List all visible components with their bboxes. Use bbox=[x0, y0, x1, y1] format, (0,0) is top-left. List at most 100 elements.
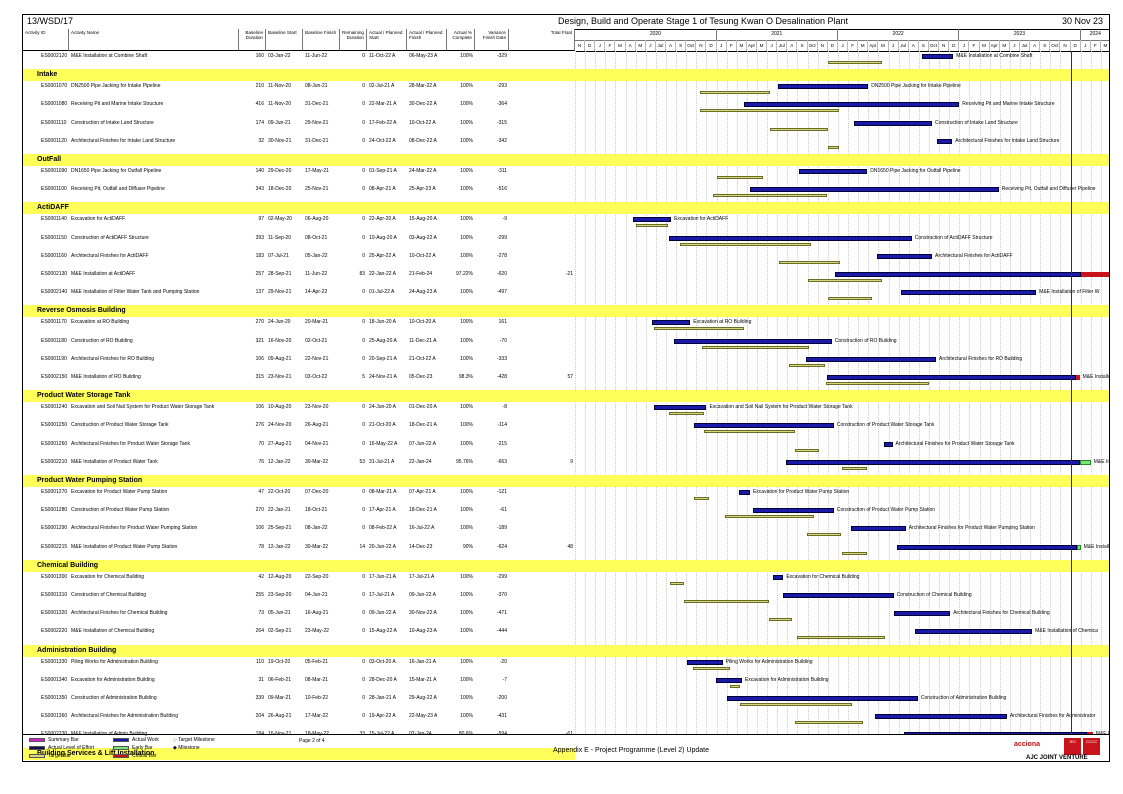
target-bar[interactable] bbox=[669, 412, 705, 416]
actual-bar[interactable] bbox=[896, 544, 1077, 550]
actual-bar[interactable] bbox=[854, 120, 932, 126]
target-bar[interactable] bbox=[680, 242, 811, 246]
wbs-group-header[interactable]: Product Water Pumping Station bbox=[23, 475, 575, 487]
activity-row[interactable]: ES0001360 Architectural Finishes for Admi… bbox=[23, 711, 575, 729]
actual-bar[interactable] bbox=[921, 54, 954, 59]
actual-bar[interactable] bbox=[694, 423, 834, 429]
activity-row[interactable]: ES0001290 Architectural Finishes for Prod… bbox=[23, 523, 575, 541]
target-bar[interactable] bbox=[827, 297, 873, 301]
target-bar[interactable] bbox=[825, 382, 929, 385]
actual-bar[interactable] bbox=[937, 138, 953, 144]
activity-row[interactable]: ES0002130 M&E Installation at ActiDAFF 257… bbox=[23, 269, 575, 287]
target-bar[interactable] bbox=[700, 91, 771, 95]
activity-row[interactable]: ES0001280 Construction of Product Water P… bbox=[23, 505, 575, 523]
activity-row[interactable]: ES0002220 M&E Installation of Chemical Bu… bbox=[23, 626, 575, 644]
column-header[interactable]: Remaining Duration bbox=[340, 29, 367, 51]
target-bar[interactable] bbox=[795, 448, 819, 452]
target-bar[interactable] bbox=[827, 61, 883, 64]
target-bar[interactable] bbox=[841, 466, 868, 470]
target-bar[interactable] bbox=[797, 636, 886, 640]
actual-bar[interactable] bbox=[914, 629, 1033, 635]
activity-row[interactable]: ES0001310 Construction of Chemical Buildi… bbox=[23, 590, 575, 608]
target-bar[interactable] bbox=[704, 430, 796, 434]
activity-row[interactable]: ES0001140 Excavation for ActiDAFF 97 02-May… bbox=[23, 214, 575, 232]
activity-row[interactable]: ES0001340 Excavation for Administration B… bbox=[23, 675, 575, 693]
actual-bar[interactable] bbox=[893, 611, 951, 617]
target-bar[interactable] bbox=[841, 551, 868, 555]
target-bar[interactable] bbox=[807, 279, 883, 282]
wbs-group-header[interactable]: ActiDAFF bbox=[23, 202, 575, 215]
activity-row[interactable]: ES0002210 M&E Installation of Product Wat… bbox=[23, 457, 575, 475]
target-bar[interactable] bbox=[739, 703, 853, 706]
activity-row[interactable]: ES0002120 M&E Installation at Combine Sha… bbox=[23, 51, 575, 69]
activity-row[interactable]: ES0001150 Construction of ActiDAFF Struct… bbox=[23, 233, 575, 251]
activity-row[interactable]: ES0001070 DN2500 Pipe Jacking for Intake … bbox=[23, 81, 575, 99]
target-bar[interactable] bbox=[653, 327, 744, 331]
actual-bar[interactable] bbox=[749, 187, 999, 193]
actual-bar[interactable] bbox=[851, 526, 906, 532]
activity-row[interactable]: ES0001110 Construction of Intake Land Str… bbox=[23, 118, 575, 136]
wbs-group-header[interactable]: Intake bbox=[23, 69, 575, 82]
early-bar[interactable] bbox=[1079, 459, 1091, 465]
activity-row[interactable]: ES0002215 M&E Installation of Product Wat… bbox=[23, 542, 575, 560]
activity-row[interactable]: ES0001090 DN1650 Pipe Jacking for Outfall… bbox=[23, 166, 575, 184]
actual-bar[interactable] bbox=[653, 405, 707, 411]
activity-row[interactable]: ES0002150 M&E Installation of RO Building… bbox=[23, 372, 575, 390]
column-header[interactable]: Actual % Complete bbox=[447, 29, 475, 51]
activity-row[interactable]: ES0001190 Architectural Finishes for RO B… bbox=[23, 354, 575, 372]
wbs-group-header[interactable]: OutFall bbox=[23, 154, 575, 166]
activity-row[interactable]: ES0001160 Architectural Finishes for Acti… bbox=[23, 251, 575, 269]
critical-bar[interactable] bbox=[1075, 375, 1080, 380]
activity-row[interactable]: ES0001080 Receiving Pit and Marine Intake… bbox=[23, 99, 575, 117]
column-header[interactable]: Variance Finish Date bbox=[475, 29, 509, 51]
actual-bar[interactable] bbox=[715, 677, 742, 683]
column-header[interactable]: Baseline Duration bbox=[239, 29, 266, 51]
actual-bar[interactable] bbox=[687, 659, 723, 665]
activity-row[interactable]: ES0001250 Construction of Product Water S… bbox=[23, 420, 575, 438]
activity-row[interactable]: ES0001180 Construction of RO Building 321 1… bbox=[23, 336, 575, 354]
target-bar[interactable] bbox=[635, 224, 669, 228]
target-bar[interactable] bbox=[795, 721, 864, 725]
actual-bar[interactable] bbox=[877, 253, 932, 259]
actual-bar[interactable] bbox=[903, 732, 1087, 734]
actual-bar[interactable] bbox=[674, 338, 832, 344]
actual-bar[interactable] bbox=[752, 508, 834, 514]
target-bar[interactable] bbox=[702, 345, 809, 349]
actual-bar[interactable] bbox=[798, 169, 868, 174]
column-header[interactable]: Activity ID bbox=[23, 29, 69, 51]
actual-bar[interactable] bbox=[773, 574, 784, 580]
activity-row[interactable]: ES0002140 M&E Installation of Filter Wate… bbox=[23, 287, 575, 305]
target-bar[interactable] bbox=[724, 515, 814, 519]
column-header[interactable]: Baseline Start bbox=[266, 29, 303, 51]
early-bar[interactable] bbox=[1076, 544, 1081, 550]
activity-row[interactable]: ES0001240 Excavation and Soil Nail System… bbox=[23, 402, 575, 420]
target-bar[interactable] bbox=[693, 666, 730, 670]
target-bar[interactable] bbox=[716, 176, 764, 179]
actual-bar[interactable] bbox=[884, 441, 893, 447]
actual-bar[interactable] bbox=[786, 459, 1080, 465]
actual-bar[interactable] bbox=[632, 217, 672, 223]
activity-row[interactable]: ES0001330 Piling Works for Administration… bbox=[23, 657, 575, 675]
actual-bar[interactable] bbox=[651, 320, 691, 326]
activity-row[interactable]: ES0001320 Architectural Finishes for Chem… bbox=[23, 608, 575, 626]
activity-row[interactable]: ES0001170 Excavation at RO Building 270 24-… bbox=[23, 317, 575, 335]
target-bar[interactable] bbox=[670, 581, 685, 585]
target-bar[interactable] bbox=[789, 363, 825, 367]
activity-row[interactable]: ES0001120 Architectural Finishes for Inta… bbox=[23, 136, 575, 154]
actual-bar[interactable] bbox=[783, 593, 894, 598]
actual-bar[interactable] bbox=[743, 102, 960, 108]
actual-bar[interactable] bbox=[778, 84, 869, 90]
wbs-group-header[interactable]: Building Services & Lift Installation bbox=[23, 747, 575, 760]
actual-bar[interactable] bbox=[826, 375, 1076, 380]
actual-bar[interactable] bbox=[669, 235, 912, 241]
actual-bar[interactable] bbox=[834, 272, 1081, 277]
critical-bar[interactable] bbox=[1080, 272, 1109, 277]
target-bar[interactable] bbox=[712, 194, 827, 198]
target-bar[interactable] bbox=[684, 600, 770, 603]
column-header[interactable]: Actual / Planned Finish bbox=[407, 29, 447, 51]
target-bar[interactable] bbox=[700, 109, 839, 113]
activity-row[interactable]: ES0001260 Architectural Finishes for Prod… bbox=[23, 439, 575, 457]
target-bar[interactable] bbox=[827, 145, 839, 149]
activity-row[interactable]: ES0001100 Receiving Pit, Outfall and Diff… bbox=[23, 184, 575, 202]
target-bar[interactable] bbox=[729, 684, 740, 688]
